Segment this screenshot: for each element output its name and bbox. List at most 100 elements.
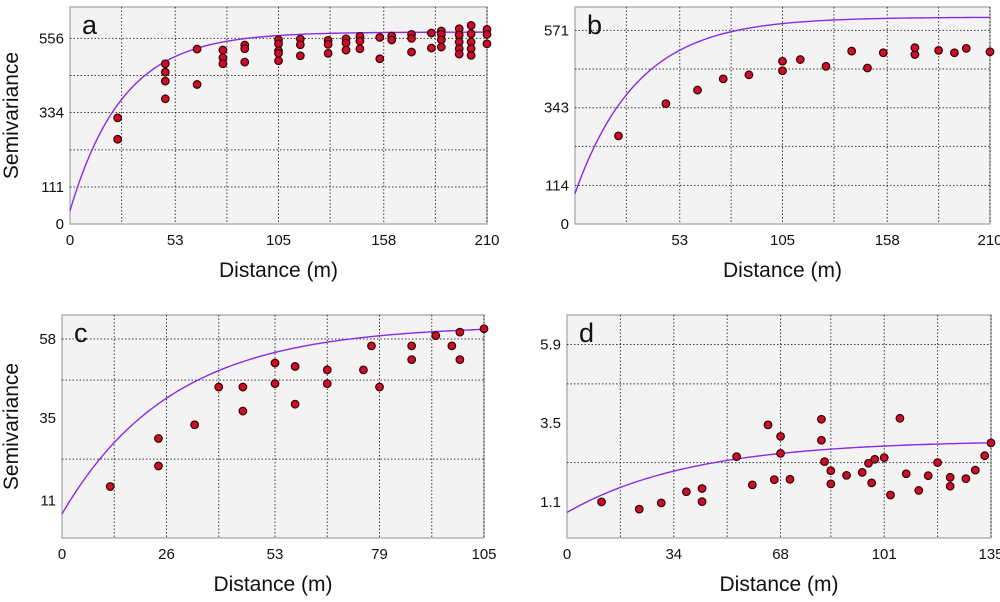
data-point (431, 331, 441, 340)
panel-d: 0 34 68 101 135 1.1 3.5 5.9 Distance (m) d (540, 314, 1000, 596)
data-point (295, 51, 305, 61)
data-point (826, 466, 836, 476)
data-point (359, 365, 368, 375)
data-point (886, 490, 895, 500)
data-point (192, 44, 202, 54)
data-point (867, 478, 877, 488)
x-tick-label: 26 (158, 546, 175, 563)
y-axis-title: Semivariance (0, 52, 23, 179)
data-point (290, 362, 300, 371)
data-point (718, 74, 728, 84)
y-tick-label: 556 (39, 30, 64, 47)
data-point (323, 49, 333, 58)
data-point (238, 406, 248, 416)
x-tick-label: 68 (772, 546, 789, 563)
y-tick-label: 571 (544, 22, 569, 39)
x-axis-title: Distance (m) (723, 259, 842, 282)
plot-frame (566, 314, 992, 539)
data-point (634, 504, 644, 514)
data-point (436, 35, 446, 45)
x-tick-label: 53 (167, 232, 184, 249)
panel-a: 0 53 105 158 210 0 111 334 556 Distance (m) Semiva… (0, 6, 500, 282)
data-point (863, 63, 872, 73)
data-point (934, 46, 944, 55)
data-point (482, 29, 492, 39)
data-point (270, 358, 280, 368)
data-point (693, 85, 702, 95)
data-point (656, 498, 666, 508)
x-tick-label: 53 (671, 232, 688, 249)
data-point (820, 457, 829, 466)
data-point (274, 49, 283, 58)
data-point (113, 113, 123, 123)
data-point (113, 134, 123, 144)
data-point (895, 413, 905, 423)
y-tick-label: 114 (545, 177, 569, 194)
x-tick-label: 135 (978, 546, 1000, 563)
data-point (218, 59, 228, 69)
data-point (901, 469, 911, 479)
data-point (407, 355, 417, 365)
data-point (427, 28, 436, 38)
data-point (842, 470, 851, 480)
data-point (776, 448, 785, 458)
y-tick-label: 334 (39, 104, 64, 121)
x-tick-label: 210 (474, 232, 499, 249)
panel-c: 0 26 53 79 105 11 35 58 Distance (m) Semivariance… (0, 314, 497, 596)
data-point (795, 55, 805, 64)
x-tick-label: 158 (371, 232, 396, 249)
data-point (192, 80, 202, 89)
data-point (427, 43, 436, 53)
data-point (763, 420, 773, 430)
data-point (986, 438, 996, 448)
y-tick-label: 1.1 (540, 494, 561, 511)
data-point (961, 474, 971, 484)
data-point (466, 51, 476, 60)
data-point (747, 480, 757, 490)
data-point (238, 382, 248, 392)
data-point (160, 76, 170, 86)
data-point (681, 487, 691, 497)
data-point (697, 484, 707, 493)
data-point (323, 39, 333, 49)
data-point (864, 458, 873, 468)
data-point (105, 482, 115, 491)
x-tick-label: 210 (977, 232, 1000, 249)
y-tick-label: 0 (56, 216, 64, 233)
panel-label: d (579, 318, 594, 348)
x-axis-title: Distance (m) (219, 259, 338, 282)
x-tick-label: 105 (471, 546, 496, 563)
data-point (322, 379, 332, 389)
y-tick-label: 111 (41, 179, 64, 196)
data-point (154, 461, 163, 471)
data-point (466, 20, 476, 30)
data-point (436, 42, 446, 52)
data-point (160, 67, 170, 77)
x-tick-label: 53 (267, 546, 284, 563)
data-point (466, 29, 476, 39)
data-point (455, 355, 465, 365)
model-curve (61, 328, 485, 515)
data-point (240, 57, 250, 67)
data-point (878, 48, 888, 58)
data-point (160, 94, 170, 104)
panel-b: 53 105 158 210 0 114 343 571 Distance (m) b (544, 6, 1000, 282)
data-point (785, 474, 795, 484)
y-tick-label: 58 (39, 331, 56, 348)
data-point (290, 399, 300, 409)
data-point (914, 486, 924, 495)
data-point (295, 40, 305, 50)
x-tick-label: 0 (66, 232, 74, 249)
y-axis-title: Semivariance (0, 363, 23, 490)
x-tick-label: 34 (665, 546, 682, 563)
x-tick-label: 105 (770, 232, 795, 249)
y-tick-label: 343 (544, 100, 569, 117)
data-point (847, 46, 857, 56)
x-tick-label: 0 (58, 546, 66, 563)
data-point (870, 454, 880, 464)
data-point (447, 341, 457, 351)
data-point (879, 453, 889, 463)
data-point (407, 47, 416, 57)
data-point (190, 420, 200, 430)
